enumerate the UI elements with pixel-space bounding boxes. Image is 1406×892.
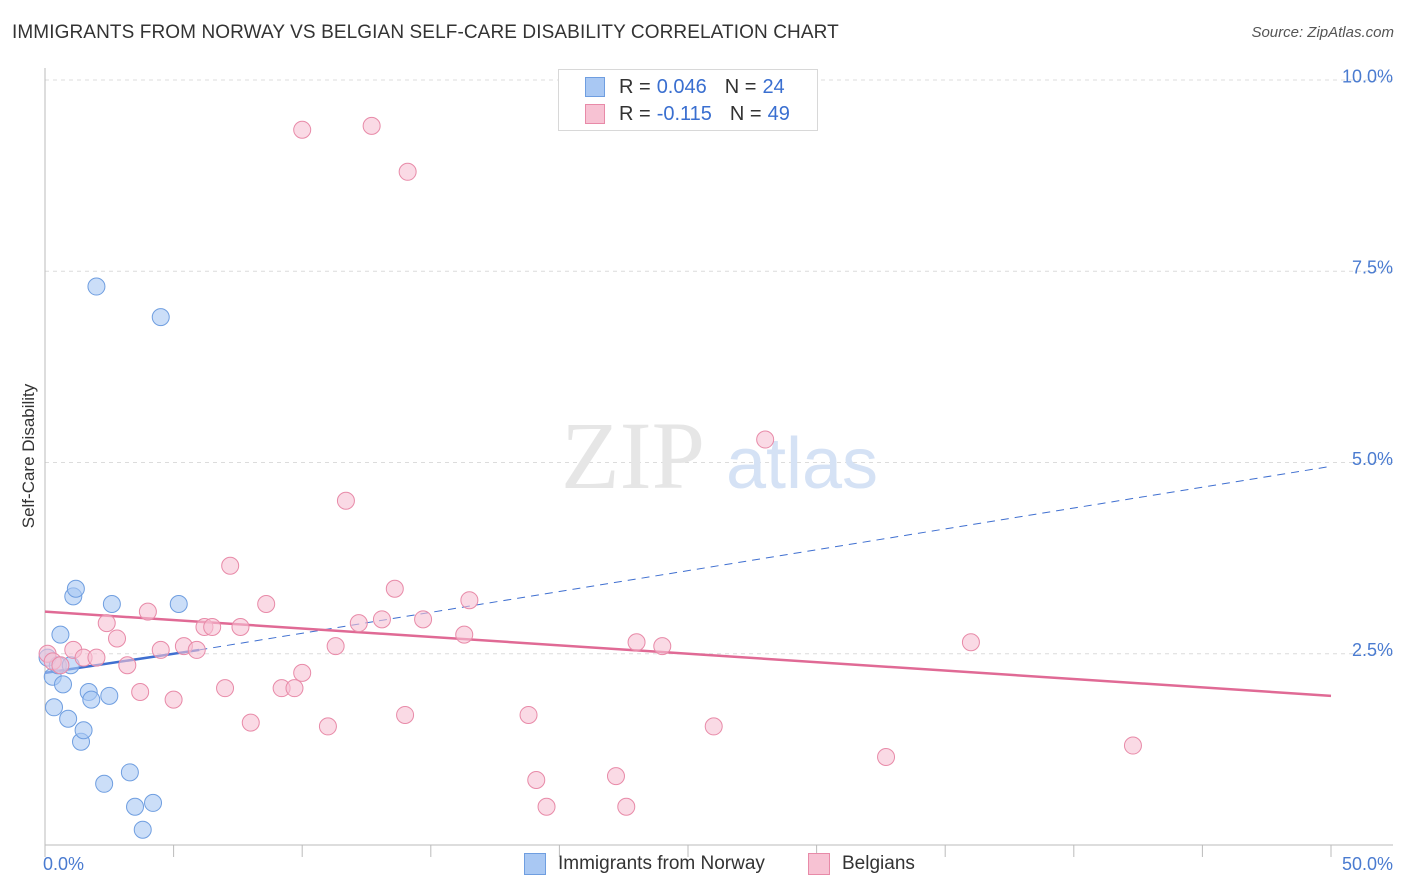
- point-belgians: [398, 162, 417, 181]
- point-norway: [102, 595, 121, 614]
- point-belgians: [97, 614, 116, 633]
- point-norway: [100, 686, 119, 705]
- point-belgians: [396, 705, 415, 724]
- legend-r-value: -0.115: [656, 102, 712, 125]
- point-belgians: [519, 705, 538, 724]
- legend-n-value: 49: [767, 102, 790, 125]
- point-belgians: [216, 679, 235, 698]
- point-belgians: [527, 770, 546, 789]
- point-belgians: [617, 797, 636, 816]
- point-belgians: [460, 591, 479, 610]
- bottom-legend-swatch-norway: [524, 853, 546, 875]
- point-norway: [120, 763, 139, 782]
- point-belgians: [257, 595, 276, 614]
- legend-swatch-belgians: [585, 104, 605, 124]
- point-norway: [126, 797, 145, 816]
- point-norway: [169, 595, 188, 614]
- gridlines: [45, 79, 1393, 655]
- y-tick-label: 7.5%: [1352, 258, 1393, 278]
- point-norway: [87, 277, 106, 296]
- point-belgians: [756, 430, 775, 449]
- tick-labels: 2.5% 5.0% 7.5% 10.0% 0.0% 50.0%: [43, 66, 1393, 874]
- point-belgians: [385, 579, 404, 598]
- y-tick-label: 5.0%: [1352, 449, 1393, 469]
- point-belgians: [1123, 736, 1142, 755]
- point-belgians: [187, 640, 206, 659]
- trendline-dashed-0: [199, 465, 1332, 651]
- bottom-legend-belgians: Belgians: [808, 852, 915, 876]
- point-belgians: [362, 116, 381, 135]
- point-belgians: [537, 797, 556, 816]
- point-belgians: [164, 690, 183, 709]
- point-belgians: [455, 625, 474, 644]
- point-belgians: [606, 767, 625, 786]
- point-belgians: [293, 120, 312, 139]
- bottom-legend-swatch-belgians: [808, 853, 830, 875]
- watermark-zip: ZIP: [561, 402, 705, 509]
- watermark-atlas: atlas: [726, 424, 878, 504]
- point-belgians: [285, 679, 304, 698]
- point-norway: [54, 675, 73, 694]
- point-belgians: [203, 617, 222, 636]
- point-belgians: [336, 491, 355, 510]
- y-axis-label: Self-Care Disability: [19, 383, 38, 528]
- watermark: ZIP atlas: [561, 402, 878, 509]
- point-belgians: [87, 648, 106, 667]
- point-belgians: [627, 633, 646, 652]
- point-belgians: [51, 656, 70, 675]
- point-norway: [133, 820, 152, 839]
- point-norway: [45, 698, 64, 717]
- point-belgians: [318, 717, 337, 736]
- point-belgians: [151, 640, 170, 659]
- legend-n-value: 24: [762, 75, 785, 98]
- point-belgians: [372, 610, 391, 629]
- y-tick-label: 2.5%: [1352, 640, 1393, 660]
- bottom-legend-norway: Immigrants from Norway: [524, 852, 765, 876]
- legend-n-label: N =: [729, 102, 762, 125]
- legend-row-norway: R = 0.046 N = 24: [585, 75, 785, 99]
- axes: [44, 68, 1393, 857]
- point-belgians: [653, 637, 672, 656]
- point-norway: [66, 579, 85, 598]
- point-belgians: [108, 629, 127, 648]
- legend-row-belgians: R = -0.115 N = 49: [585, 102, 790, 126]
- point-belgians: [131, 683, 150, 701]
- data-points: [38, 116, 1142, 839]
- point-norway: [59, 709, 78, 728]
- x-tick-label: 0.0%: [43, 854, 84, 874]
- y-tick-label: 10.0%: [1342, 66, 1393, 86]
- point-norway: [74, 721, 93, 740]
- legend-r-label: R =: [619, 102, 651, 125]
- point-norway: [51, 625, 70, 644]
- legend-swatch-norway: [585, 77, 605, 97]
- legend-n-label: N =: [724, 75, 757, 98]
- legend-r-label: R =: [619, 75, 651, 98]
- legend: R = 0.046 N = 24 R = -0.115 N = 49: [558, 69, 818, 131]
- point-belgians: [877, 748, 896, 767]
- point-norway: [82, 690, 101, 709]
- trendline-solid-1: [44, 610, 1332, 698]
- point-norway: [151, 308, 170, 327]
- point-belgians: [293, 663, 312, 682]
- chart-title: IMMIGRANTS FROM NORWAY VS BELGIAN SELF-C…: [12, 22, 839, 43]
- bottom-legend-label-belgians: Belgians: [842, 853, 915, 874]
- point-belgians: [138, 602, 157, 621]
- x-tick-label: 50.0%: [1342, 854, 1393, 874]
- point-belgians: [704, 717, 723, 736]
- point-belgians: [414, 610, 433, 629]
- bottom-legend-label-norway: Immigrants from Norway: [558, 853, 765, 874]
- point-belgians: [241, 713, 260, 732]
- point-belgians: [326, 637, 345, 656]
- point-norway: [95, 774, 114, 793]
- point-belgians: [231, 617, 250, 636]
- point-belgians: [118, 656, 137, 675]
- point-belgians: [349, 614, 368, 633]
- point-belgians: [221, 556, 240, 575]
- point-belgians: [961, 633, 980, 652]
- source-label: Source: ZipAtlas.com: [1251, 24, 1394, 41]
- legend-r-value: 0.046: [656, 75, 707, 98]
- point-norway: [144, 793, 163, 812]
